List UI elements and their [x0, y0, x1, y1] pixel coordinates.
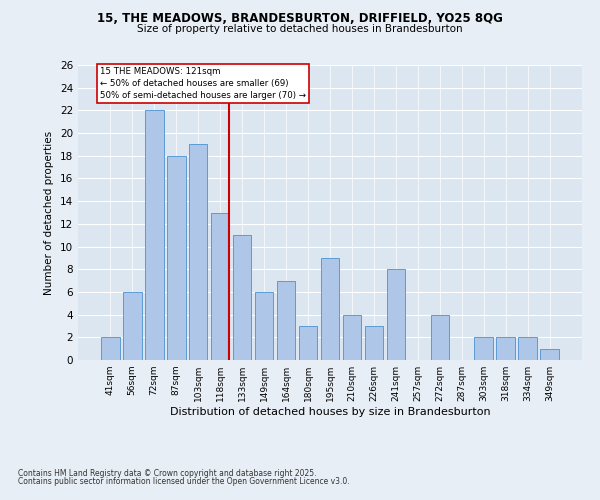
Text: 15, THE MEADOWS, BRANDESBURTON, DRIFFIELD, YO25 8QG: 15, THE MEADOWS, BRANDESBURTON, DRIFFIEL… [97, 12, 503, 26]
Bar [101, 338, 119, 360]
Bar [320, 258, 340, 360]
Bar [211, 212, 229, 360]
Bar [518, 338, 537, 360]
Bar [277, 280, 295, 360]
Bar [343, 314, 361, 360]
Bar [386, 269, 405, 360]
Bar [541, 348, 559, 360]
Bar [167, 156, 185, 360]
Text: Size of property relative to detached houses in Brandesburton: Size of property relative to detached ho… [137, 24, 463, 34]
Text: Contains HM Land Registry data © Crown copyright and database right 2025.: Contains HM Land Registry data © Crown c… [18, 468, 317, 477]
Bar [189, 144, 208, 360]
Bar [365, 326, 383, 360]
Bar [299, 326, 317, 360]
Bar [233, 235, 251, 360]
Bar [496, 338, 515, 360]
Text: Contains public sector information licensed under the Open Government Licence v3: Contains public sector information licen… [18, 477, 350, 486]
Bar [431, 314, 449, 360]
Bar [255, 292, 274, 360]
Text: 15 THE MEADOWS: 121sqm
← 50% of detached houses are smaller (69)
50% of semi-det: 15 THE MEADOWS: 121sqm ← 50% of detached… [100, 68, 307, 100]
Y-axis label: Number of detached properties: Number of detached properties [44, 130, 55, 294]
Bar [145, 110, 164, 360]
Bar [123, 292, 142, 360]
Bar [475, 338, 493, 360]
X-axis label: Distribution of detached houses by size in Brandesburton: Distribution of detached houses by size … [170, 407, 490, 417]
